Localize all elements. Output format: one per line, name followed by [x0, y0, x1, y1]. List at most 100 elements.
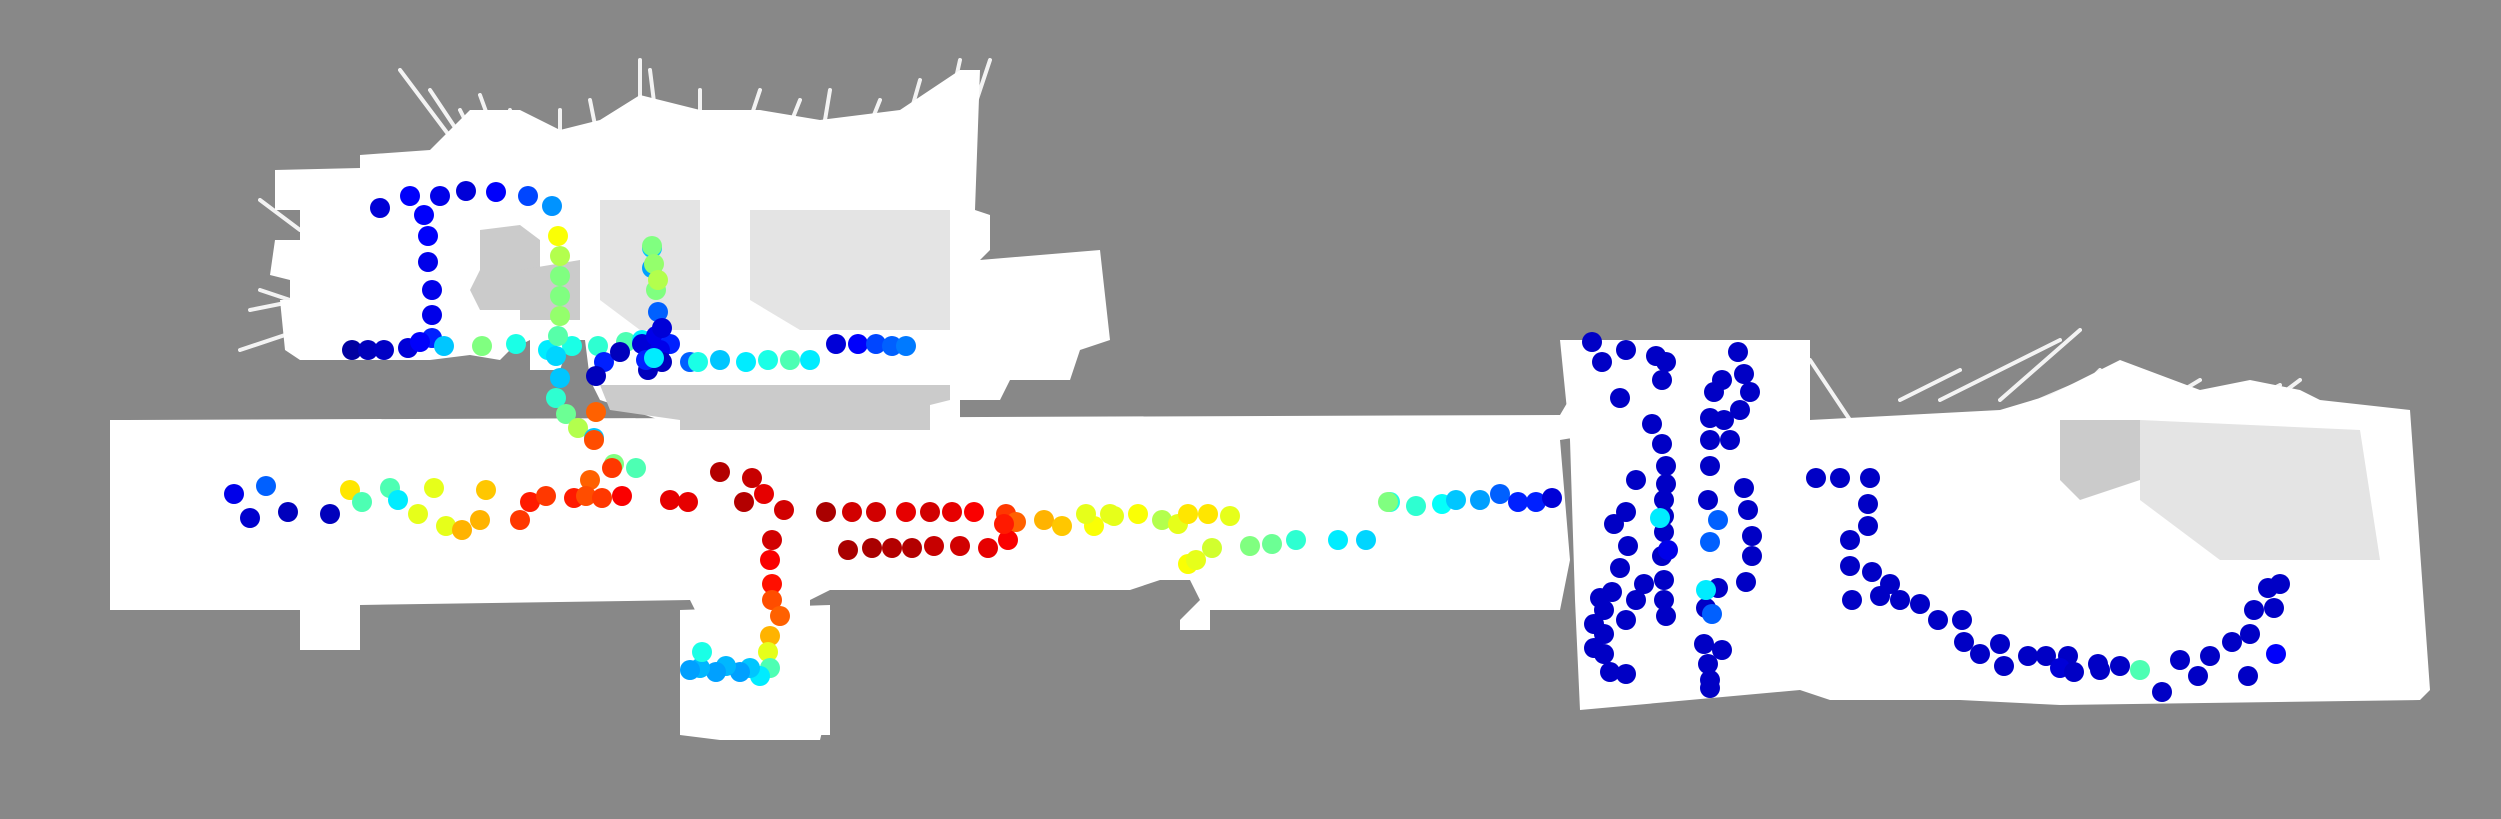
trajectory-marker: [550, 368, 570, 388]
trajectory-marker: [518, 186, 538, 206]
trajectory-marker: [1652, 434, 1672, 454]
trajectory-marker: [760, 550, 780, 570]
trajectory-marker: [1910, 594, 1930, 614]
trajectory-marker: [978, 538, 998, 558]
trajectory-marker: [1610, 388, 1630, 408]
trajectory-marker: [1700, 430, 1720, 450]
trajectory-marker: [706, 662, 726, 682]
trajectory-marker: [1720, 430, 1740, 450]
trajectory-marker: [472, 336, 492, 356]
trajectory-marker: [1830, 468, 1850, 488]
trajectory-marker: [610, 342, 630, 362]
trajectory-marker: [1616, 664, 1636, 684]
trajectory-marker: [1626, 590, 1646, 610]
trajectory-marker: [1052, 516, 1072, 536]
trajectory-marker: [562, 336, 582, 356]
trajectory-marker: [414, 205, 434, 225]
trajectory-marker: [1994, 656, 2014, 676]
trajectory-marker: [1700, 532, 1720, 552]
trajectory-marker: [762, 590, 782, 610]
trajectory-marker: [770, 606, 790, 626]
trajectory-marker: [942, 502, 962, 522]
trajectory-marker: [842, 502, 862, 522]
trajectory-marker: [1734, 364, 1754, 384]
trajectory-marker: [2188, 666, 2208, 686]
trajectory-markers: [224, 181, 2290, 702]
trajectory-marker: [652, 318, 672, 338]
trajectory-marker: [2200, 646, 2220, 666]
trajectory-marker: [648, 270, 668, 290]
trajectory-marker: [1736, 572, 1756, 592]
trajectory-marker: [762, 530, 782, 550]
trajectory-marker: [1590, 588, 1610, 608]
trajectory-marker: [760, 626, 780, 646]
trajectory-marker: [550, 306, 570, 326]
trajectory-marker: [1508, 492, 1528, 512]
trajectory-marker: [1616, 610, 1636, 630]
trajectory-marker: [256, 476, 276, 496]
trajectory-marker: [2270, 574, 2290, 594]
trajectory-marker: [418, 226, 438, 246]
trajectory-marker: [1862, 562, 1882, 582]
trajectory-marker: [1742, 526, 1762, 546]
trajectory-marker: [546, 388, 566, 408]
trajectory-marker: [400, 186, 420, 206]
trajectory-marker: [470, 510, 490, 530]
trajectory-marker: [1806, 468, 1826, 488]
trajectory-marker: [2266, 644, 2286, 664]
trajectory-marker: [520, 492, 540, 512]
trajectory-marker: [1600, 662, 1620, 682]
trajectory-marker: [1584, 614, 1604, 634]
trajectory-marker: [550, 286, 570, 306]
trajectory-marker: [1604, 514, 1624, 534]
trajectory-marker: [2222, 632, 2242, 652]
trajectory-marker: [1928, 610, 1948, 630]
trajectory-marker: [1702, 604, 1722, 624]
trajectory-marker: [1656, 456, 1676, 476]
map-free-space: [110, 58, 2430, 740]
trajectory-marker: [1240, 536, 1260, 556]
trajectory-marker: [2152, 682, 2172, 702]
trajectory-marker: [536, 486, 556, 506]
trajectory-marker: [816, 502, 836, 522]
trajectory-marker: [1654, 490, 1674, 510]
trajectory-marker: [1840, 556, 1860, 576]
trajectory-marker: [1220, 506, 1240, 526]
trajectory-marker: [882, 336, 902, 356]
trajectory-marker: [882, 538, 902, 558]
trajectory-marker: [924, 536, 944, 556]
trajectory-marker: [2130, 660, 2150, 680]
trajectory-marker: [1582, 332, 1602, 352]
trajectory-marker: [1654, 570, 1674, 590]
trajectory-marker: [584, 430, 604, 450]
trajectory-marker: [1152, 510, 1172, 530]
trajectory-marker: [1584, 638, 1604, 658]
trajectory-marker: [436, 516, 456, 536]
trajectory-marker: [506, 334, 526, 354]
trajectory-marker: [644, 254, 664, 274]
trajectory-marker: [240, 508, 260, 528]
trajectory-marker: [688, 352, 708, 372]
trajectory-marker: [1356, 530, 1376, 550]
trajectory-marker: [278, 502, 298, 522]
trajectory-marker: [648, 302, 668, 322]
trajectory-marker: [320, 504, 340, 524]
trajectory-marker: [2240, 624, 2260, 644]
trajectory-marker: [1728, 342, 1748, 362]
trajectory-marker: [896, 502, 916, 522]
trajectory-marker: [358, 340, 378, 360]
trajectory-marker: [1656, 474, 1676, 494]
trajectory-marker: [1378, 492, 1398, 512]
trajectory-marker: [452, 520, 472, 540]
trajectory-marker: [848, 334, 868, 354]
trajectory-marker: [862, 538, 882, 558]
trajectory-marker: [374, 340, 394, 360]
trajectory-marker: [1700, 678, 1720, 698]
trajectory-marker: [800, 350, 820, 370]
trajectory-marker: [1470, 490, 1490, 510]
trajectory-marker: [758, 350, 778, 370]
trajectory-marker: [456, 181, 476, 201]
trajectory-marker: [410, 332, 430, 352]
trajectory-marker: [734, 492, 754, 512]
